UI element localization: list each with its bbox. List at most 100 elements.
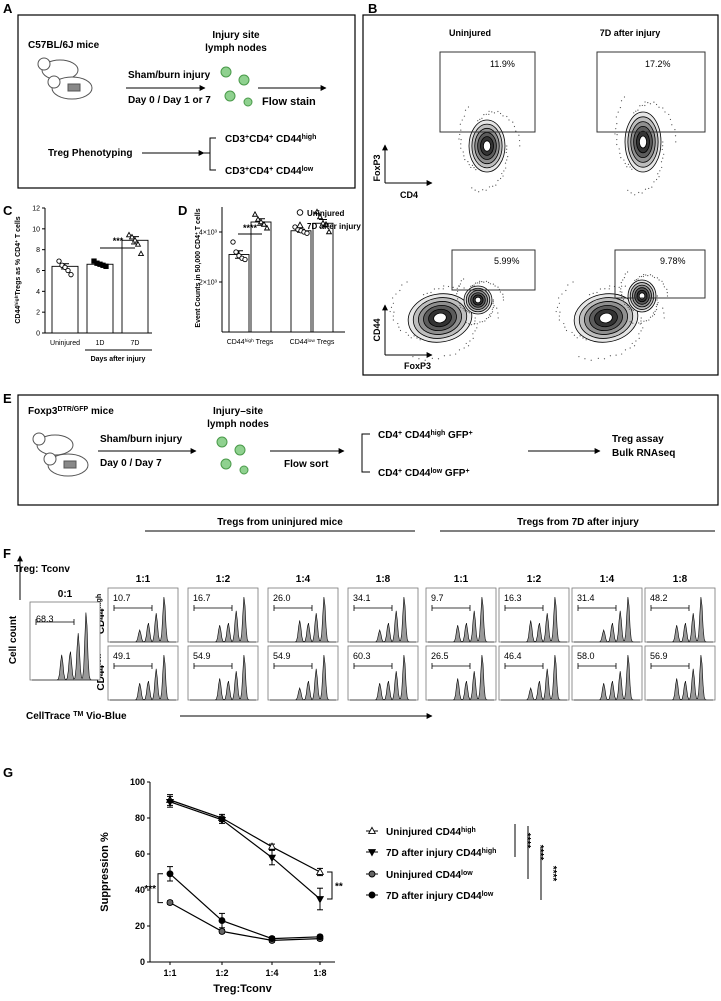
significance: **** [547,866,558,882]
series-line [169,799,321,873]
event-dot [499,177,502,180]
series-line [169,801,321,900]
gate-bracket [650,605,690,611]
data-point [260,220,268,227]
x-tick-label: 1:8 [313,968,326,978]
event-dot [478,191,480,193]
data-point [125,231,133,238]
event-dot [392,319,394,321]
event-dot [473,167,475,169]
panel-a-frame [17,14,356,189]
event-dot [666,292,668,294]
event-dot [631,308,633,310]
y-tick-label: 2 [36,310,40,317]
event-dot [660,161,663,163]
gate-bracket [273,663,313,669]
event-dot [502,293,504,295]
histogram-trace [647,597,713,643]
data-point [257,218,265,225]
event-dot [410,337,412,339]
event-dot [653,276,656,279]
event-dot [492,185,494,187]
text-part: Tregs [315,339,335,346]
event-dot [475,169,477,171]
event-dot [442,288,444,290]
event-dot [460,147,462,149]
event-dot [457,290,459,293]
event-dot [626,305,628,307]
y-tick-label: 100 [130,777,145,787]
y-tick-label: 4×10³ [199,229,218,236]
event-dot [418,358,420,360]
event-dot [497,179,499,182]
event-dot [456,298,459,300]
panel-b-frame [362,14,719,376]
event-dot [620,100,623,102]
event-dot [497,312,499,314]
event-dot [467,106,470,108]
data-point [267,842,277,850]
histogram-trace [270,655,336,701]
event-dot [620,288,622,290]
event-dot [502,299,505,301]
event-dot [629,347,631,349]
gate-bracket [504,663,544,669]
event-dot [666,288,668,290]
contour [474,296,482,304]
event-dot [662,141,664,143]
event-dot [463,347,465,349]
event-dot [623,96,626,98]
event-dot [483,114,485,116]
event-dot [399,329,402,332]
contour [482,140,491,152]
event-dot [488,113,490,115]
data-point [165,798,175,807]
data-point [267,854,277,863]
event-dot [571,331,573,334]
text-part: CD4 [378,468,398,479]
ratio: 1:2 [216,574,231,585]
legend-label: Uninjured CD44low [386,870,473,882]
gate-percent: 17.2% [645,59,671,69]
y-tick-label: 40 [135,885,145,895]
event-dot [479,321,481,323]
event-dot [649,274,652,276]
event-dot [416,337,418,339]
event-dot [634,194,636,196]
histogram-trace [428,655,494,701]
event-dot [582,337,584,339]
bar [250,221,272,333]
data-point [313,208,321,215]
gate-bracket [504,605,544,611]
superscript: + [465,468,469,475]
event-dot [649,103,652,105]
event-dot [504,162,507,164]
x-tick-label: 1:1 [163,968,176,978]
significance-bracket [327,871,333,900]
event-dot [654,310,656,312]
event-dot [460,129,462,131]
histogram-frame [498,645,570,701]
event-dot [406,281,408,283]
percent: 9.7 [431,593,444,603]
superscript: TM [73,711,83,718]
histogram-trace [350,655,416,701]
percent: 31.4 [577,593,595,603]
event-dot [470,285,472,287]
gate-percent: 11.9% [490,59,515,69]
event-dot [647,101,649,104]
text-part: Vio-Blue [83,711,127,722]
event-dot [651,186,653,188]
histogram-trace [574,597,640,643]
event-dot [619,106,622,109]
event-dot [648,319,650,321]
mouse-icons [37,57,93,100]
data-point [322,220,330,227]
percent: 48.2 [650,593,668,603]
event-dot [463,155,465,157]
event-dot [659,170,661,172]
event-dot [519,145,521,147]
event-dot [626,166,628,168]
event-dot [563,322,565,325]
